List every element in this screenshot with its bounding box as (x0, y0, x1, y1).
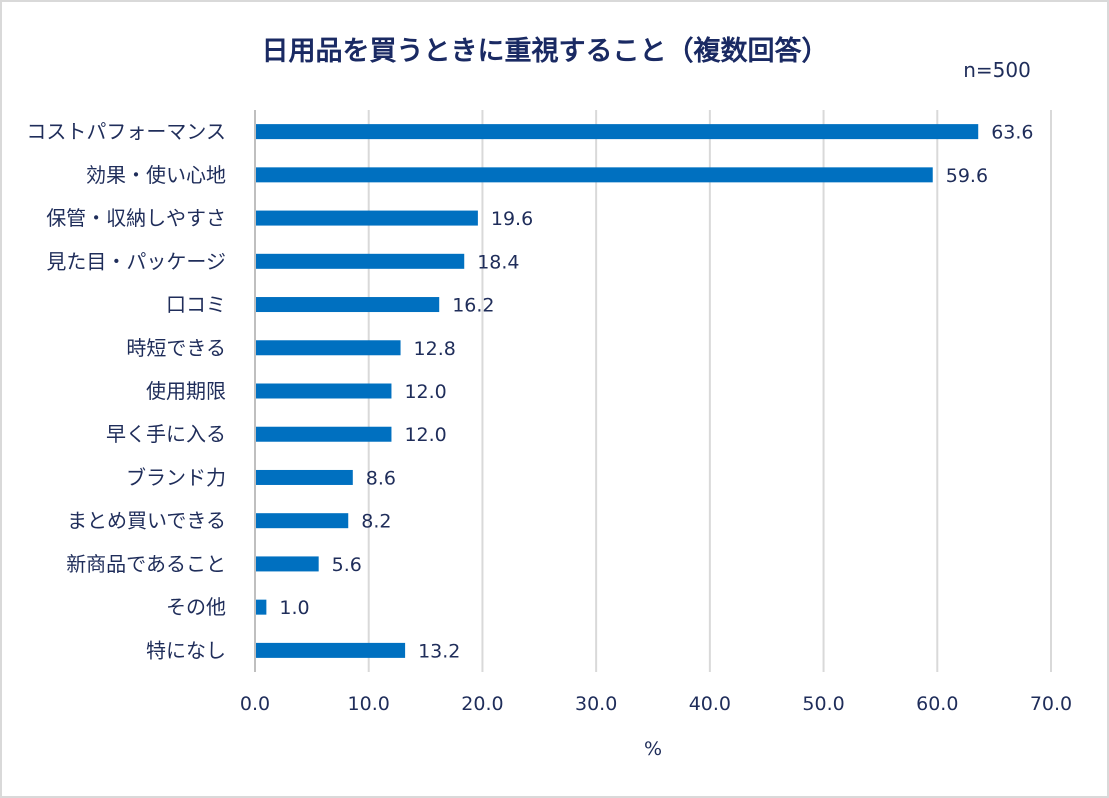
data-label: 12.8 (414, 338, 456, 360)
category-label: 保管・収納しやすさ (46, 206, 226, 230)
data-label: 19.6 (491, 208, 533, 230)
data-label: 59.6 (946, 165, 988, 187)
bar (256, 469, 353, 485)
x-tick-label: 50.0 (802, 693, 844, 715)
data-label: 5.6 (332, 554, 362, 576)
x-tick-label: 20.0 (461, 693, 503, 715)
sample-size-note: n=500 (963, 58, 1031, 82)
bar (256, 167, 933, 183)
data-label: 8.2 (361, 511, 391, 533)
x-tick-label: 40.0 (689, 693, 731, 715)
bar (256, 426, 392, 442)
bar (256, 642, 406, 658)
data-label: 8.6 (366, 467, 396, 489)
data-label: 16.2 (452, 295, 494, 317)
data-label: 18.4 (477, 251, 519, 273)
x-axis-label: % (644, 738, 662, 760)
data-label: 1.0 (279, 597, 309, 619)
x-tick-label: 10.0 (348, 693, 390, 715)
bar (256, 599, 267, 615)
category-label: 早く手に入る (106, 422, 226, 446)
bar (256, 210, 478, 226)
category-label: 時短できる (126, 336, 226, 360)
data-label: 63.6 (991, 122, 1033, 144)
bar (256, 383, 392, 399)
bar (256, 340, 401, 356)
bar (256, 124, 979, 140)
category-label: コストパフォーマンス (26, 120, 226, 144)
x-tick-label: 0.0 (240, 693, 270, 715)
bar (256, 513, 349, 529)
chart-title: 日用品を買うときに重視すること（複数回答） (262, 35, 829, 67)
category-label: ブランド力 (126, 465, 226, 489)
category-label: 口コミ (166, 293, 226, 317)
category-label: 特になし (146, 638, 226, 662)
x-tick-label: 60.0 (916, 693, 958, 715)
data-label: 12.0 (404, 381, 446, 403)
bar (256, 556, 319, 572)
category-label: まとめ買いできる (67, 509, 226, 533)
category-label: 使用期限 (146, 379, 226, 403)
data-label: 12.0 (404, 424, 446, 446)
category-label: 見た目・パッケージ (46, 249, 226, 273)
bar (256, 297, 440, 313)
category-label: 新商品であること (66, 552, 226, 576)
x-tick-label: 70.0 (1030, 693, 1072, 715)
bar (256, 253, 465, 269)
data-label: 13.2 (418, 640, 460, 662)
x-tick-label: 30.0 (575, 693, 617, 715)
category-label: 効果・使い心地 (86, 163, 226, 187)
category-label: その他 (166, 595, 226, 619)
